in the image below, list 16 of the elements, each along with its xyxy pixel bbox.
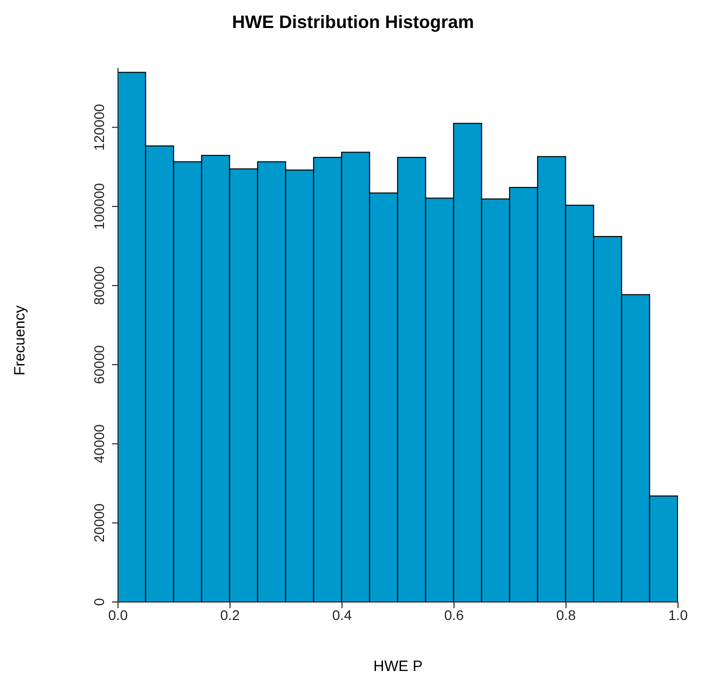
x-tick-label: 0.0 [108,606,128,623]
x-tick-label: 1.0 [668,606,688,623]
chart-title: HWE Distribution Histogram [231,12,475,33]
y-axis-title: Frecuency [12,304,28,376]
y-tick-label: 100000 [91,182,107,230]
y-tick-label: 40000 [91,424,107,464]
y-tick-label: 120000 [91,104,107,151]
y-tick-label: 80000 [91,266,107,306]
y-tick-label: 60000 [91,344,107,384]
y-tick-label: 20000 [91,503,107,542]
x-tick-label: 0.6 [444,606,464,623]
x-tick-label: 0.8 [556,606,576,623]
x-axis-title: HWE P [372,658,424,675]
x-tick-label: 0.4 [332,606,352,623]
y-tick-label: 0 [91,598,107,606]
x-tick-label: 0.2 [220,606,240,623]
